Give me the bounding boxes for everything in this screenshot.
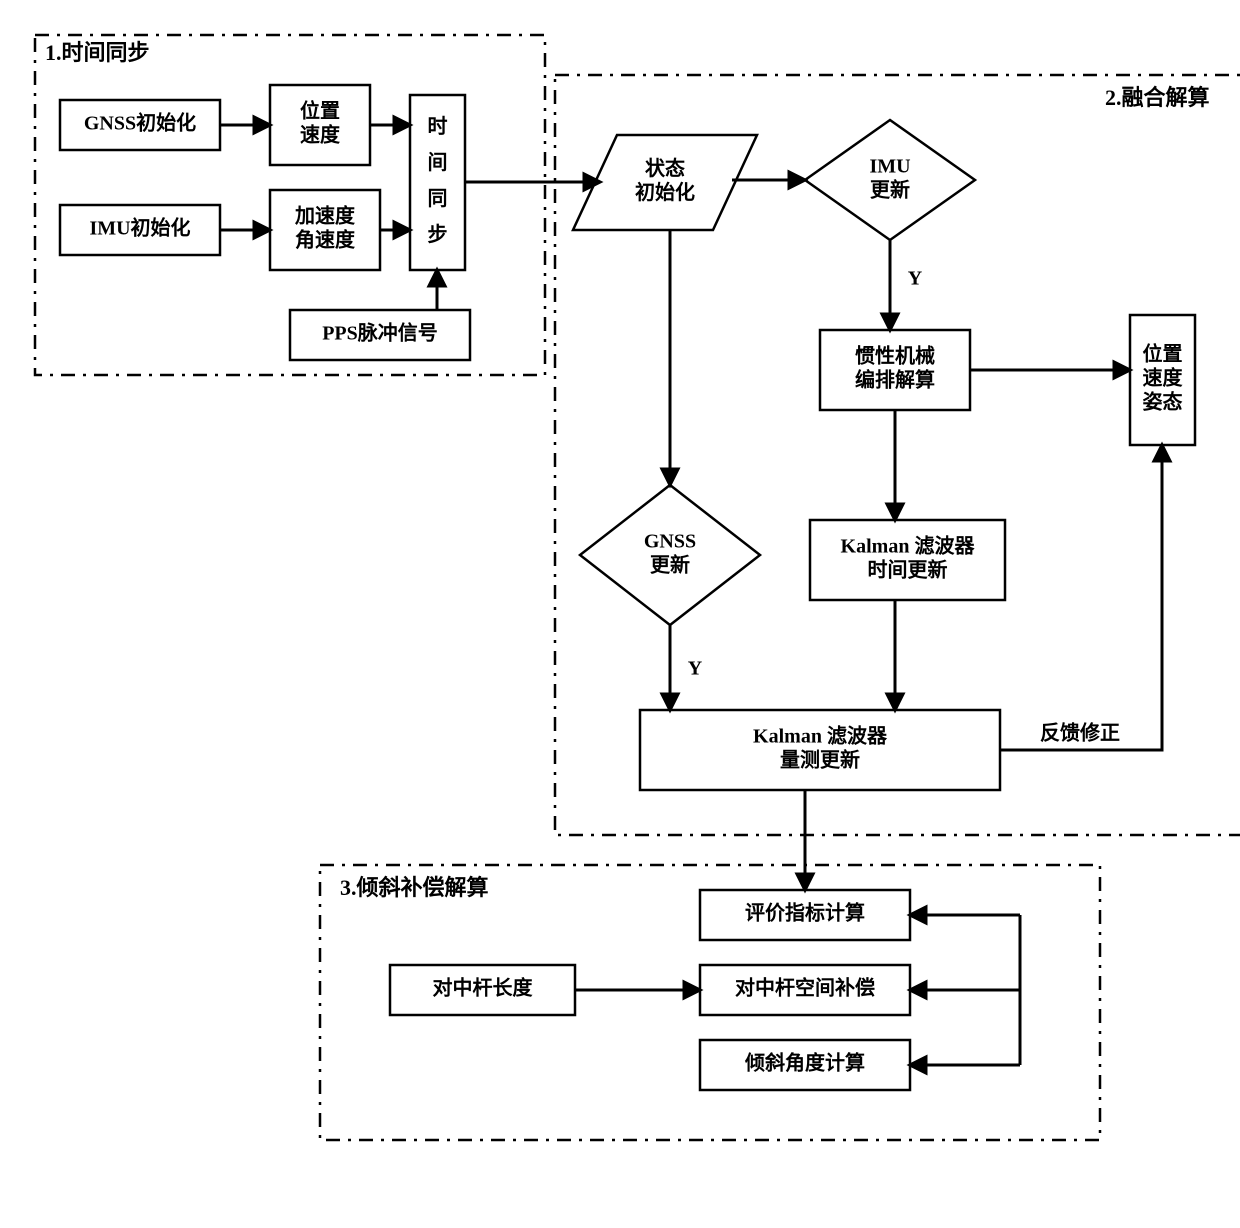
svg-text:步: 步 bbox=[428, 223, 448, 246]
svg-text:同: 同 bbox=[428, 188, 448, 210]
svg-text:时: 时 bbox=[428, 115, 448, 138]
edge bbox=[1000, 445, 1162, 750]
svg-text:IMU初始化: IMU初始化 bbox=[89, 216, 190, 240]
svg-text:编排解算: 编排解算 bbox=[855, 368, 935, 392]
svg-text:间: 间 bbox=[428, 151, 448, 174]
svg-text:GNSS: GNSS bbox=[644, 531, 696, 553]
section-title-s1: 1.时间同步 bbox=[45, 40, 150, 65]
svg-text:量测更新: 量测更新 bbox=[780, 748, 860, 772]
svg-text:时间更新: 时间更新 bbox=[868, 558, 948, 582]
svg-text:速度: 速度 bbox=[1143, 366, 1184, 390]
svg-text:状态: 状态 bbox=[645, 156, 685, 180]
svg-text:更新: 更新 bbox=[650, 553, 690, 577]
svg-text:加速度: 加速度 bbox=[294, 204, 356, 228]
svg-text:速度: 速度 bbox=[300, 123, 341, 147]
svg-text:更新: 更新 bbox=[870, 178, 910, 202]
svg-text:位置: 位置 bbox=[300, 99, 340, 123]
edge-label: Y bbox=[908, 268, 923, 290]
svg-text:初始化: 初始化 bbox=[635, 180, 695, 204]
svg-text:姿态: 姿态 bbox=[1143, 390, 1183, 414]
svg-text:对中杆空间补偿: 对中杆空间补偿 bbox=[735, 976, 875, 1000]
svg-text:惯性机械: 惯性机械 bbox=[855, 344, 935, 368]
flowchart: 1.时间同步2.融合解算3.倾斜补偿解算GNSS初始化位置速度IMU初始化加速度… bbox=[20, 20, 1240, 1208]
svg-text:角速度: 角速度 bbox=[295, 228, 356, 252]
section-title-s2: 2.融合解算 bbox=[1105, 85, 1210, 110]
svg-text:位置: 位置 bbox=[1143, 342, 1183, 366]
edge-label: 反馈修正 bbox=[1040, 721, 1120, 745]
svg-text:PPS脉冲信号: PPS脉冲信号 bbox=[322, 321, 438, 345]
edge-label: Y bbox=[688, 658, 703, 680]
svg-text:Kalman 滤波器: Kalman 滤波器 bbox=[841, 535, 976, 558]
svg-text:Kalman 滤波器: Kalman 滤波器 bbox=[753, 725, 888, 748]
svg-text:对中杆长度: 对中杆长度 bbox=[433, 976, 534, 1000]
svg-text:评价指标计算: 评价指标计算 bbox=[745, 901, 865, 925]
section-title-s3: 3.倾斜补偿解算 bbox=[340, 875, 489, 900]
svg-text:GNSS初始化: GNSS初始化 bbox=[84, 111, 196, 135]
svg-text:IMU: IMU bbox=[869, 156, 910, 178]
svg-text:倾斜角度计算: 倾斜角度计算 bbox=[744, 1051, 865, 1075]
